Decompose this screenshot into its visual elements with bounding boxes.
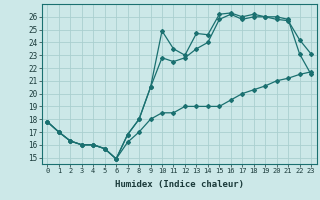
X-axis label: Humidex (Indice chaleur): Humidex (Indice chaleur)	[115, 180, 244, 189]
